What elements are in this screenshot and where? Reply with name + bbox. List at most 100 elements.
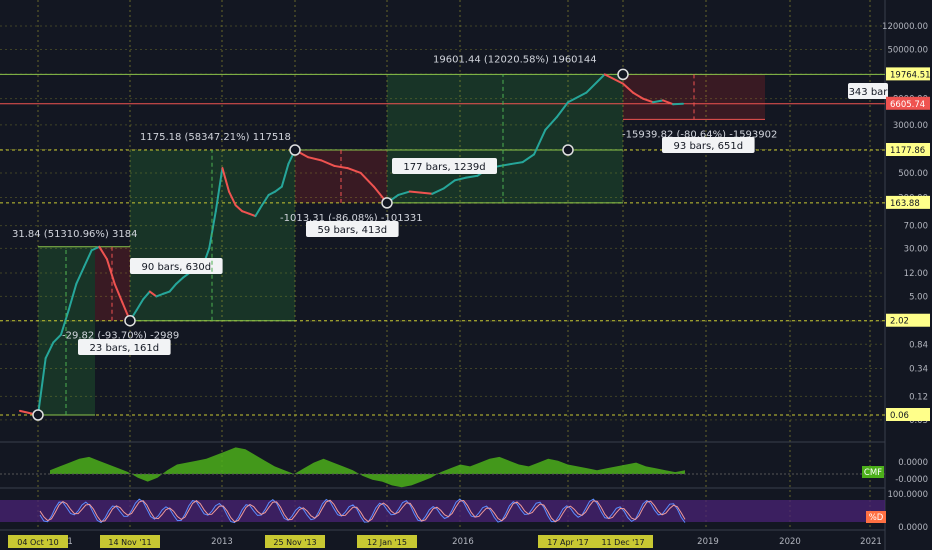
time-highlight-bg-4 [538,535,598,548]
price-segment-34 [267,190,277,196]
price-tick-2: 50000.00 [887,46,928,56]
price-segment-47 [408,190,422,194]
time-highlight-5: 11 Dec '17 [601,538,644,547]
price-segment-63 [603,73,624,85]
price-segment-59 [544,116,558,131]
price-tick-10: 30.00 [904,244,928,254]
bar-count-box-3: 177 bars, 1239d [392,158,497,174]
price-segment-2 [44,341,55,360]
price-highlight-2: 1177.86 [890,146,925,156]
measure-label-fall-2: -1013.31 (-86.08%) -101331 [280,213,423,224]
price-segment-56 [510,161,524,165]
price-segment-50 [442,179,456,190]
price-tick-15: 0.34 [909,364,928,374]
price-segment-49 [431,187,445,195]
time-highlight-3: 12 Jan '15 [367,538,407,547]
bar-count-box-4-text: 59 bars, 413d [318,225,388,236]
bar-count-box-1-text: 90 bars, 630d [142,262,212,273]
price-tick-16: 0.12 [909,392,928,402]
bar-count-box-5: 93 bars, 651d [662,137,755,153]
bar-count-box-3-text: 177 bars, 1239d [403,162,485,173]
bar-count-box-1-bg [130,258,223,274]
time-tick-2020: 2020 [779,537,801,547]
price-segment-27 [221,167,230,193]
price-segment-9 [98,245,108,261]
price-highlight-bg-1 [886,96,930,110]
price-segment-11 [113,282,124,304]
time-highlight-2: 25 Nov '13 [273,538,316,547]
price-tick-9: 70.00 [904,222,928,232]
price-segment-18 [162,290,171,295]
measure-label-rise-2: 1175.18 (58347.21%) 117518 [140,132,291,143]
price-segment-52 [465,174,479,179]
price-segment-60 [555,101,569,119]
price-segment-1 [37,357,47,416]
osc-tick-top: 100.0000 [887,490,928,500]
measure-label-fall-1: -29.82 (-93.70%) -2989 [62,331,179,342]
price-segment-10 [106,258,116,285]
price-segment-17 [155,292,164,298]
price-highlight-bg-4 [886,313,930,327]
price-segment-65 [632,91,644,100]
price-segment-25 [208,210,217,250]
bar-count-box-6-bg [848,83,888,99]
bar-count-box-2-text: 23 bars, 161d [90,343,160,354]
price-segment-7 [83,249,93,268]
price-highlight-bg-0 [886,67,930,81]
time-highlight-bg-1 [100,535,160,548]
price-segment-30 [241,210,250,215]
price-segment-8 [90,245,101,252]
price-segment-36 [280,162,290,188]
price-segment-14 [135,298,145,312]
price-highlight-bg-3 [886,195,930,209]
price-tick-5: 3000.00 [893,121,928,131]
price-axis[interactable]: 120000.0050000.0020000.008000.003000.001… [862,22,931,533]
time-tick-2019: 2019 [697,537,719,547]
bar-count-box-4: 59 bars, 413d [306,221,399,237]
pivot-point-2[interactable] [289,144,301,156]
time-tick-2021: 2021 [860,537,882,547]
bar-count-box-3-bg [392,158,497,174]
bar-count-box-5-text: 93 bars, 651d [674,141,744,152]
cmf-area [50,447,685,488]
price-segment-57 [521,153,536,164]
bar-count-box-5-bg [662,137,755,153]
price-segment-19 [168,282,178,293]
price-segment-51 [453,176,468,182]
time-highlight-bg-5 [593,535,653,548]
price-segment-5 [67,282,78,312]
pivot-point-5[interactable] [617,68,629,81]
price-highlight-bg-2 [886,143,930,156]
pivot-point-3[interactable] [381,197,393,209]
price-segment-46 [397,190,411,196]
price-segment-28 [228,190,237,207]
time-tick-2016: 2016 [452,537,474,547]
bar-count-box-4-bg [306,221,399,237]
measure-label-rise-3: 19601.44 (12020.58%) 1960144 [433,54,597,65]
oscillator-k-line [39,498,686,524]
price-highlight-3: 163.88 [890,199,920,209]
bar-count-box-6-text: 343 bar [849,87,889,98]
price-segment-31 [247,212,257,218]
price-highlight-5: 0.06 [890,411,909,421]
price-segment-43 [359,171,375,188]
price-segment-35 [274,185,283,193]
price-highlight-bg-5 [886,408,930,421]
price-segment-15 [142,290,151,301]
price-segment-61 [567,91,588,104]
pivot-point-0[interactable] [32,409,44,421]
price-segment-33 [261,193,270,207]
pivot-point-4[interactable] [562,144,574,156]
pivot-point-1[interactable] [124,314,136,327]
price-segment-29 [234,204,244,213]
time-highlight-0: 04 Oct '10 [17,538,58,547]
price-segment-67 [652,99,664,104]
price-segment-4 [60,309,70,336]
price-tick-11: 12.00 [904,269,928,279]
time-highlight-4: 17 Apr '17 [547,538,588,547]
bar-count-box-6: 343 bar [848,83,888,99]
annotations: 31.84 (51310.96%) 3184 1175.18 (58347.21%… [12,54,888,415]
price-segment-26 [214,167,224,213]
